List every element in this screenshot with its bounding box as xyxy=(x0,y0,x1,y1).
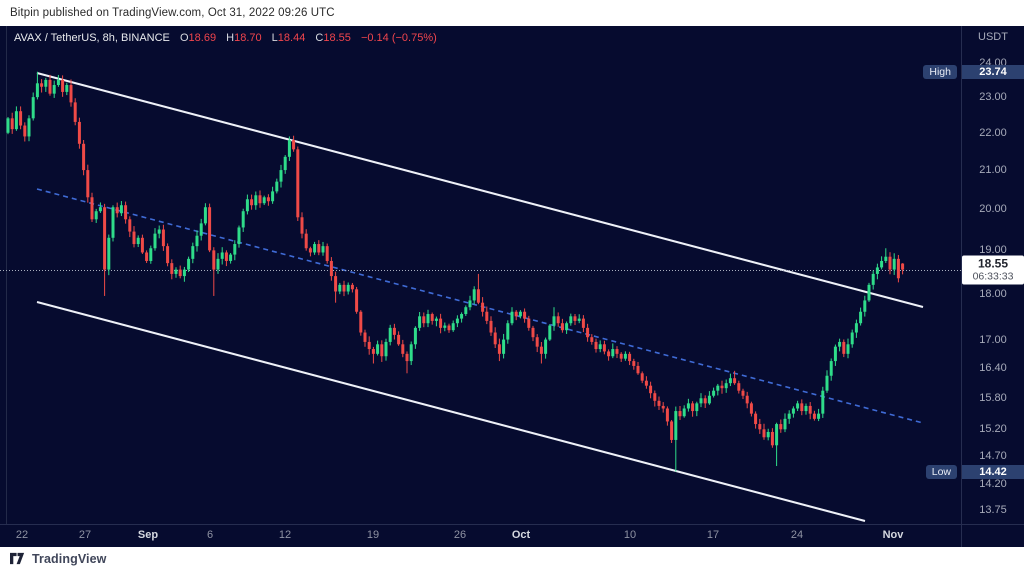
open-label: O xyxy=(179,32,189,44)
chart-legend: AVAX / TetherUS, 8h, BINANCE O18.69 H18.… xyxy=(14,32,437,44)
last-price-value: 18.55 xyxy=(977,256,1009,271)
bar-countdown: 06:33:33 xyxy=(972,270,1014,283)
price-tick-14.20: 14.20 xyxy=(979,477,1007,490)
time-tick-27: 27 xyxy=(78,529,92,541)
low-label: L xyxy=(271,32,278,44)
low-value: 18.44 xyxy=(277,32,306,44)
low-label-badge: Low xyxy=(925,464,957,479)
time-tick-12: 12 xyxy=(278,529,292,541)
time-axis[interactable]: 22 27 Sep 6 12 19 26 Oct 10 17 24 Nov xyxy=(0,524,1024,547)
time-tick-17: 17 xyxy=(706,529,720,541)
price-axis-unit: USDT xyxy=(978,31,1008,43)
price-tick-23.00: 23.00 xyxy=(979,91,1007,104)
price-tick-13.75: 13.75 xyxy=(979,503,1007,516)
price-axis[interactable]: 24.00 23.00 22.00 21.00 20.00 19.00 18.00 17.00… xyxy=(962,26,1024,524)
time-tick-19: 19 xyxy=(366,529,380,541)
price-tick-21.00: 21.00 xyxy=(979,164,1007,177)
price-tick-20.00: 20.00 xyxy=(979,203,1007,216)
time-tick-Nov: Nov xyxy=(882,529,904,541)
price-tick-16.40: 16.40 xyxy=(979,362,1007,375)
high-value: 18.70 xyxy=(234,32,262,44)
high-label: H xyxy=(226,32,235,44)
time-tick-26: 26 xyxy=(453,529,467,541)
attribution-text: Bitpin published on TradingView.com, Oct… xyxy=(10,7,335,19)
price-tick-14.70: 14.70 xyxy=(979,450,1007,463)
time-tick-22: 22 xyxy=(15,529,29,541)
open-value: 18.69 xyxy=(188,32,217,44)
time-tick-6: 6 xyxy=(206,529,214,541)
price-tick-19.00: 19.00 xyxy=(979,244,1007,257)
price-tick-17.00: 17.00 xyxy=(979,333,1007,346)
high-label-badge: High xyxy=(923,64,957,79)
high-price-badge: 23.74 xyxy=(962,64,1024,79)
time-tick-24: 24 xyxy=(790,529,804,541)
last-price-badge: 18.55 06:33:33 xyxy=(962,255,1024,285)
symbol-title: AVAX / TetherUS, 8h, BINANCE xyxy=(14,32,170,44)
price-tick-22.00: 22.00 xyxy=(979,126,1007,139)
time-tick-10: 10 xyxy=(623,529,637,541)
close-value: 18.55 xyxy=(323,32,351,44)
low-price-badge: 14.42 xyxy=(962,464,1024,479)
close-label: C xyxy=(315,32,324,44)
change-value: −0.14 (−0.75%) xyxy=(360,32,437,44)
price-tick-18.00: 18.00 xyxy=(979,287,1007,300)
candlestick-chart-canvas[interactable] xyxy=(0,26,1024,547)
tradingview-brand-link[interactable]: TradingView xyxy=(32,551,107,566)
time-tick-Oct: Oct xyxy=(511,529,531,541)
tradingview-logo-icon[interactable] xyxy=(10,552,26,565)
time-tick-Sep: Sep xyxy=(137,529,159,541)
chart-area[interactable]: AVAX / TetherUS, 8h, BINANCE O18.69 H18.… xyxy=(0,26,1024,547)
brand-bar: TradingView xyxy=(0,547,1024,570)
price-tick-15.20: 15.20 xyxy=(979,423,1007,436)
attribution-bar: Bitpin published on TradingView.com, Oct… xyxy=(0,0,1024,26)
price-tick-15.80: 15.80 xyxy=(979,392,1007,405)
